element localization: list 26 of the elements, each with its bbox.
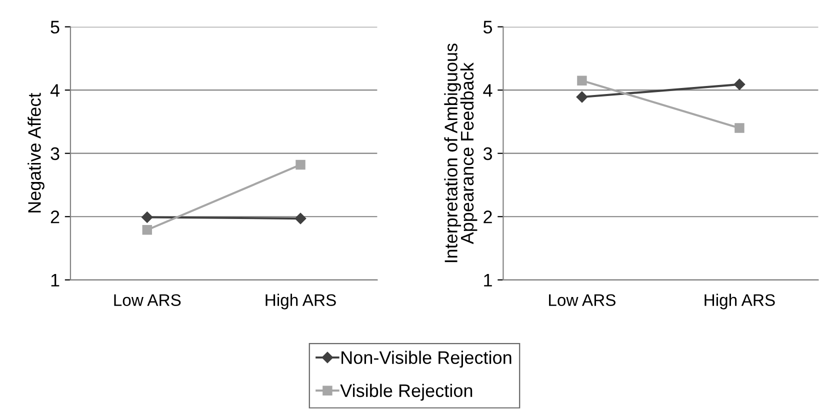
x-tick-label: High ARS xyxy=(704,294,775,310)
y-tick-label: 3 xyxy=(50,147,60,160)
y-tick-label: 2 xyxy=(484,210,492,224)
x-tick-label: Low ARS xyxy=(114,294,181,306)
x-tick-label: Low ARS xyxy=(549,294,616,306)
legend-label: Non-Visible Rejection xyxy=(342,350,512,368)
y-tick-label: 5 xyxy=(483,20,492,34)
y-axis-title: Negative Affect xyxy=(28,92,44,212)
point xyxy=(577,76,587,86)
y-tick-label: 1 xyxy=(484,274,492,286)
point xyxy=(296,160,306,170)
y-tick-label: 2 xyxy=(50,210,60,224)
point xyxy=(294,212,306,224)
legend-label: Visible Rejection xyxy=(340,384,472,401)
y-tick-label: 4 xyxy=(483,84,492,97)
point xyxy=(734,123,744,133)
y-tick-label: 5 xyxy=(50,20,60,34)
y-tick-label: 1 xyxy=(51,274,60,286)
point xyxy=(734,78,746,90)
y-axis-title: Interpretation of Ambiguous Appearance Feedback xyxy=(444,44,478,262)
y-tick-label: 4 xyxy=(50,84,60,97)
point xyxy=(576,91,588,103)
point xyxy=(142,225,152,235)
point xyxy=(142,212,153,223)
x-tick-label: High ARS xyxy=(266,294,336,310)
y-tick-label: 3 xyxy=(483,147,492,160)
